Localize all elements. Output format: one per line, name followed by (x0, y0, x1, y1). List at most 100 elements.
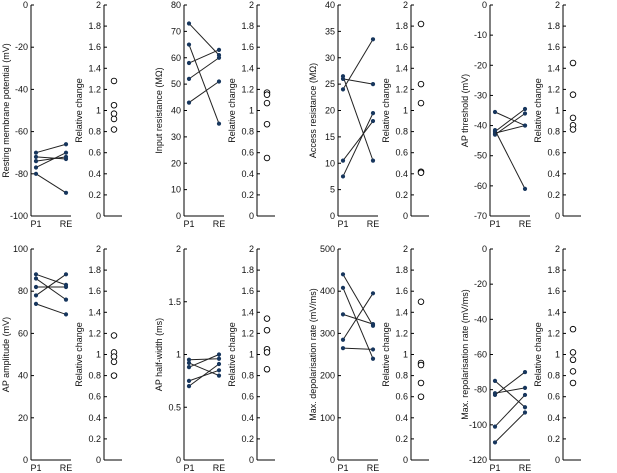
relative-tick-label: 0 (555, 211, 560, 221)
relative-tick-label: 0.6 (241, 148, 254, 158)
relative-point (263, 91, 271, 98)
y-tick-label: 300 (320, 328, 335, 338)
relative-point (263, 120, 271, 128)
relative-tick-label: 1.4 (241, 307, 254, 317)
relative-point (263, 366, 271, 373)
relative-tick-label: 0.6 (395, 148, 408, 158)
y-tick-label: -40 (474, 121, 487, 131)
data-point-p1 (186, 42, 192, 47)
y-tick-label: 0 (330, 455, 335, 465)
data-point-re (522, 106, 528, 112)
x-tick-label-p1: P1 (30, 219, 41, 229)
y-tick-label: 2 (176, 244, 181, 254)
relative-point (569, 59, 577, 67)
data-point-p1 (33, 150, 39, 155)
relative-tick-label: 1 (555, 106, 560, 116)
data-point-p1 (492, 127, 498, 133)
y-tick-label: 400 (320, 286, 335, 296)
pair-line (494, 380, 526, 408)
y-axis-label: AP half-width (ms) (154, 318, 164, 391)
relative-tick-label: 0.4 (88, 169, 101, 179)
x-tick-label-p1: P1 (183, 463, 194, 473)
relative-axis-label: Relative change (533, 322, 543, 387)
relative-tick-label: 1.4 (395, 307, 408, 317)
relative-tick-label: 1.8 (395, 265, 408, 275)
data-point-re (370, 158, 376, 163)
pair-line (35, 152, 67, 168)
relative-axis-label: Relative change (74, 78, 84, 143)
relative-point (569, 91, 577, 98)
x-tick-label-re: RE (367, 219, 380, 229)
pair-line (35, 156, 67, 162)
relative-tick-label: 1.2 (88, 84, 101, 94)
y-tick-label: -40 (15, 84, 28, 94)
data-point-p1 (492, 109, 498, 115)
y-axis-label: AP threshold (mV) (460, 74, 470, 147)
data-point-re (216, 356, 222, 361)
data-point-re (216, 352, 222, 357)
data-point-re (522, 111, 528, 116)
data-point-re (63, 312, 69, 317)
data-point-re (63, 297, 69, 302)
pair-line (494, 394, 526, 427)
data-point-p1 (340, 87, 346, 92)
pair-line (188, 354, 220, 368)
y-tick-label: 200 (320, 371, 335, 381)
relative-point (569, 368, 577, 375)
data-point-p1 (492, 392, 498, 398)
data-point-p1 (340, 285, 346, 290)
data-point-re (370, 118, 376, 124)
y-tick-label: 0 (330, 211, 335, 221)
y-tick-label: 10 (325, 158, 335, 168)
y-tick-label: 20 (171, 158, 181, 168)
y-axis-label: AP amplitude (mV) (1, 317, 11, 392)
data-point-re (522, 392, 528, 398)
y-axis-label: Resting membrane potential (mV) (1, 43, 11, 178)
relative-tick-label: 0.8 (241, 127, 254, 137)
relative-tick-label: 0.8 (547, 371, 560, 381)
pair-line (188, 363, 220, 387)
data-point-re (522, 123, 528, 128)
relative-tick-label: 2 (96, 244, 101, 254)
y-tick-label: -60 (15, 127, 28, 137)
data-point-re (216, 368, 222, 373)
y-axis-label: Input resistance (MΩ) (154, 67, 164, 153)
pair-line (342, 287, 374, 359)
x-tick-label-re: RE (60, 463, 73, 473)
relative-tick-label: 0.6 (241, 392, 254, 402)
relative-tick-label: 1 (403, 106, 408, 116)
pair-line (35, 273, 67, 296)
pair-line (494, 387, 526, 394)
y-tick-label: 40 (18, 371, 28, 381)
y-tick-label: 0 (482, 244, 487, 254)
y-tick-label: -10 (474, 30, 487, 40)
y-tick-label: -20 (15, 42, 28, 52)
relative-axis-label: Relative change (74, 322, 84, 387)
data-point-re (63, 272, 69, 277)
y-tick-label: 0 (176, 211, 181, 221)
data-point-p1 (340, 312, 346, 317)
relative-tick-label: 0 (555, 455, 560, 465)
relative-tick-label: 1.6 (241, 286, 254, 296)
relative-point (110, 358, 118, 366)
data-point-p1 (186, 357, 192, 362)
pair-line (342, 274, 374, 327)
relative-tick-label: 2 (249, 0, 254, 10)
relative-point (263, 99, 271, 107)
data-point-p1 (340, 174, 346, 179)
relative-tick-label: 1.2 (395, 84, 408, 94)
data-point-re (370, 291, 376, 296)
data-point-p1 (33, 165, 39, 170)
data-point-p1 (340, 158, 346, 163)
pair-line (342, 293, 374, 341)
relative-point (417, 20, 425, 28)
relative-tick-label: 1.4 (395, 63, 408, 73)
relative-point (110, 126, 118, 133)
relative-point (569, 325, 577, 333)
pair-line (188, 49, 220, 64)
pair-line (342, 313, 374, 325)
x-tick-label-re: RE (519, 463, 532, 473)
y-tick-label: 60 (18, 328, 28, 338)
data-point-p1 (492, 440, 498, 445)
